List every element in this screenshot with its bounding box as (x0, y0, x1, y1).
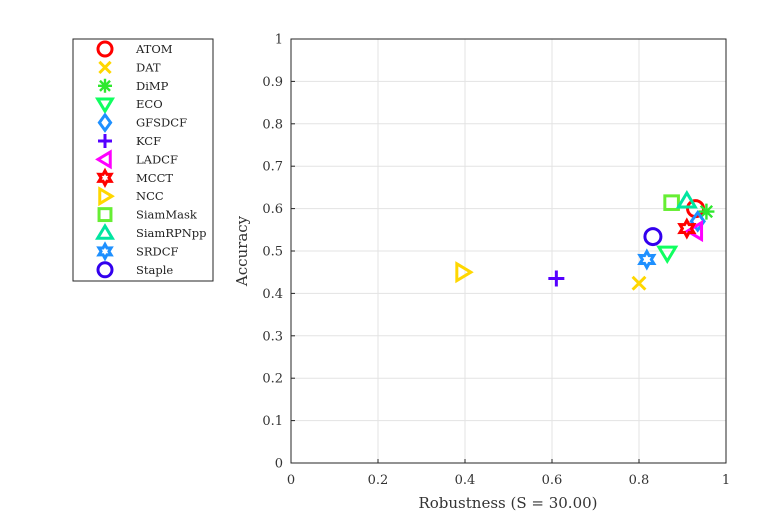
data-point-gfsdcf-marker (689, 209, 706, 233)
legend-marker-siammask-icon (97, 207, 113, 223)
legend-marker-atom-icon (96, 40, 114, 58)
x-tick-label: 0 (287, 473, 295, 488)
y-tick-label: 1 (275, 33, 283, 48)
y-tick-label: 0.2 (262, 372, 283, 387)
legend-marker-mcct-icon (96, 167, 114, 188)
data-point-siammask-marker (663, 194, 680, 211)
legend-label-ladcf: LADCF (136, 152, 178, 166)
y-tick-label: 0 (275, 457, 283, 472)
legend-label-dimp: DiMP (136, 79, 169, 93)
y-tick-label: 0.5 (262, 245, 283, 260)
legend-label-atom: ATOM (135, 42, 173, 56)
legend-label-eco: ECO (136, 97, 163, 111)
legend-label-siamrpnpp: SiamRPNpp (136, 226, 207, 240)
data-point-eco-marker (656, 245, 679, 265)
data-point-dat-marker (631, 275, 647, 291)
legend-label-kcf: KCF (136, 134, 161, 148)
y-tick-label: 0.8 (262, 117, 283, 132)
data-point-ncc-marker (455, 261, 474, 284)
legend-marker-ncc-icon (98, 186, 115, 207)
x-tick-label: 0.8 (629, 473, 650, 488)
x-tick-label: 0.4 (455, 473, 476, 488)
data-point-kcf-marker (548, 270, 565, 287)
data-point-ladcf-marker (684, 220, 704, 243)
y-tick-label: 0.3 (262, 329, 283, 344)
legend: ATOM DAT DiMP ECO GFSDCF KCF LADCF MCCT NCC SiamM… (72, 38, 214, 282)
y-tick-label: 0.6 (262, 202, 283, 217)
data-point-siamrpnpp-marker (675, 190, 698, 209)
legend-marker-ladcf-icon (95, 149, 112, 170)
legend-label-mcct: MCCT (136, 171, 173, 185)
y-axis-label: Accuracy (233, 215, 251, 287)
data-point-staple-marker (643, 227, 663, 247)
y-tick-label: 0.7 (262, 160, 283, 175)
legend-marker-siamrpnpp-icon (95, 223, 115, 240)
data-point-mcct-marker (677, 217, 697, 240)
legend-marker-dat-icon (98, 60, 112, 75)
axis-ticks: 0 0.2 0.4 0.6 0.8 1 0 0.1 0.2 0.3 0.4 0.5 0.6 0.7 0.8 0… (262, 33, 730, 489)
legend-label-gfsdcf: GFSDCF (136, 116, 187, 130)
legend-label-srdcf: SRDCF (136, 244, 179, 258)
y-tick-label: 0.9 (262, 75, 283, 90)
legend-marker-srdcf-icon (96, 241, 114, 262)
x-tick-label: 0.6 (542, 473, 563, 488)
legend-label-dat: DAT (136, 60, 161, 74)
x-axis-label: Robustness (S = 30.00) (418, 494, 597, 512)
legend-label-siammask: SiamMask (136, 208, 198, 222)
x-tick-label: 1 (722, 473, 730, 488)
x-tick-label: 0.2 (368, 473, 389, 488)
data-point-srdcf-marker (637, 248, 657, 271)
legend-label-staple: Staple (136, 263, 173, 277)
legend-label-ncc: NCC (136, 189, 164, 203)
legend-marker-kcf-icon (98, 134, 112, 148)
y-tick-label: 0.1 (262, 414, 283, 429)
data-points (455, 190, 715, 291)
y-tick-label: 0.4 (262, 287, 283, 302)
legend-marker-gfsdcf-icon (97, 112, 113, 133)
legend-marker-dimp-icon (98, 78, 112, 93)
legend-marker-staple-icon (96, 261, 114, 279)
data-point-dimp-marker (698, 203, 715, 220)
legend-marker-eco-icon (95, 97, 115, 115)
